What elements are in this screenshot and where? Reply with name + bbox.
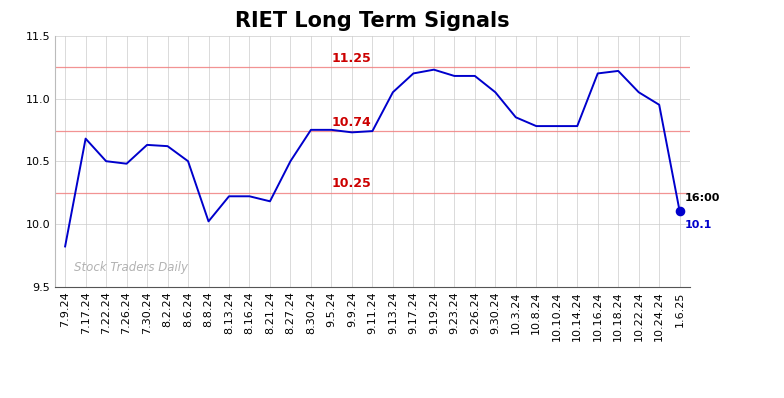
- Point: [673, 208, 686, 215]
- Title: RIET Long Term Signals: RIET Long Term Signals: [235, 12, 510, 31]
- Text: 11.25: 11.25: [332, 52, 372, 64]
- Text: Stock Traders Daily: Stock Traders Daily: [74, 261, 188, 274]
- Text: 10.74: 10.74: [332, 115, 372, 129]
- Text: 16:00: 16:00: [684, 193, 720, 203]
- Text: 10.25: 10.25: [332, 177, 372, 190]
- Text: 10.1: 10.1: [684, 220, 712, 230]
